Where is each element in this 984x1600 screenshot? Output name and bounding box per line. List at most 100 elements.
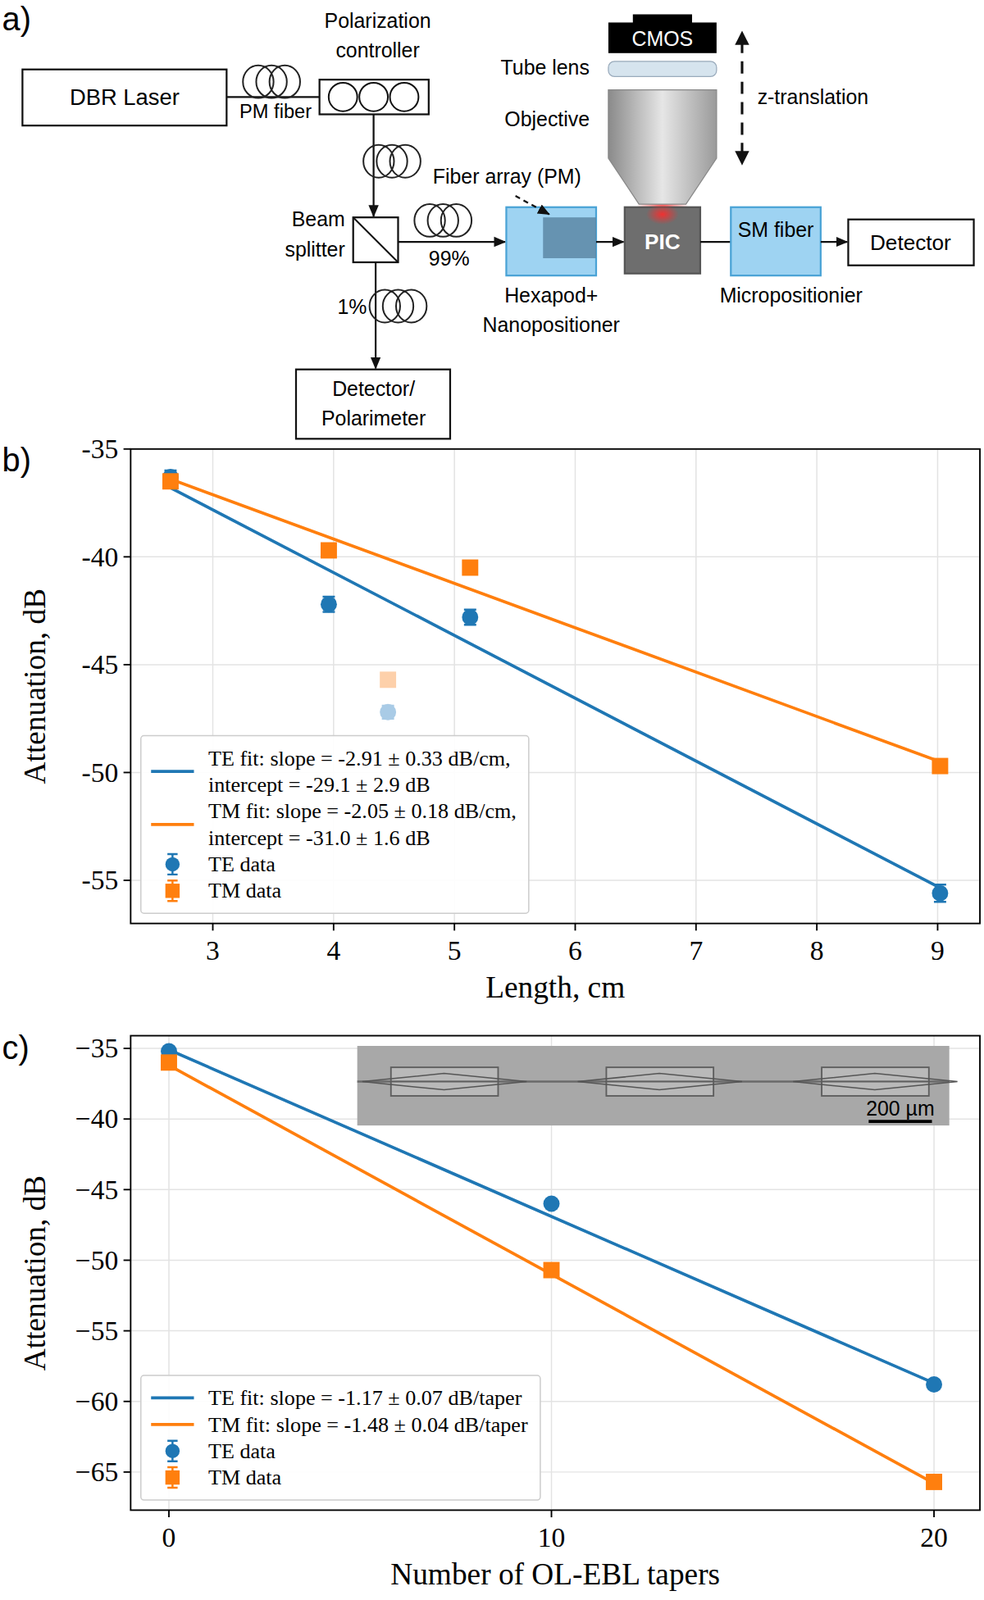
plot-data (160, 1043, 943, 1491)
label: Objective (504, 107, 590, 131)
legend-label: intercept = -31.0 ± 1.6 dB (208, 826, 431, 851)
tick-label: -50 (82, 757, 119, 789)
sm-fiber-stage (730, 207, 821, 276)
data-point (931, 758, 948, 775)
label: 1% (337, 295, 367, 319)
tube-lens (608, 61, 717, 78)
tick-label: −40 (75, 1103, 119, 1135)
tick (815, 924, 818, 932)
legend-label: TM fit: slope = -1.48 ± 0.04 dB/taper (208, 1413, 529, 1438)
detector-box (847, 219, 974, 266)
label: Detector/ (332, 377, 415, 401)
axis-title: Length, cm (485, 970, 625, 1005)
label: PIC (644, 229, 681, 255)
tick (332, 924, 335, 932)
paddle (359, 82, 388, 112)
legend: TE fit: slope = -1.17 ± 0.07 dB/taperTM … (141, 1375, 541, 1501)
data-point (379, 704, 397, 721)
fiber-coil (255, 65, 287, 99)
tick-label: -40 (82, 542, 119, 573)
beam-splitter (353, 217, 399, 263)
fiber-coil (376, 145, 407, 178)
connector (700, 241, 731, 243)
tick (123, 1189, 132, 1191)
label: Detector (870, 230, 952, 256)
grid-line (130, 556, 980, 558)
legend-symbol (150, 1397, 194, 1401)
legend-symbol (165, 857, 180, 872)
grid-line (130, 1189, 980, 1191)
fiber-array (542, 217, 597, 259)
legend-box (141, 736, 529, 915)
inset-taper (821, 1082, 930, 1097)
tick-label: −65 (75, 1457, 119, 1488)
grid-line (815, 449, 817, 925)
paddle (328, 82, 358, 112)
tick-label: −50 (75, 1245, 119, 1276)
tick-label: 5 (447, 935, 462, 966)
data-point (925, 1474, 943, 1491)
fiber-coil (441, 204, 472, 237)
legend-label: TM fit: slope = -2.05 ± 0.18 dB/cm, (208, 799, 517, 824)
label: 99% (428, 246, 470, 270)
legend-symbol (165, 1444, 180, 1458)
grid-line (695, 449, 697, 925)
connector (374, 262, 377, 369)
label: Polarimeter (321, 406, 426, 430)
laser-box (22, 69, 227, 126)
chart-0: 3456789-55-50-45-40-35Length, cmAttenuat… (18, 433, 980, 1006)
tick-label: -55 (82, 865, 119, 896)
fiber-coil (428, 204, 459, 237)
label: Hexapod+ (504, 283, 598, 307)
connector (372, 113, 374, 216)
legend-symbol (165, 883, 180, 898)
plot-data (162, 469, 948, 902)
legend-label: TM data (208, 879, 283, 904)
data-point (925, 1376, 943, 1394)
legend-box (141, 1375, 541, 1501)
tick-label: −55 (75, 1316, 119, 1347)
legend-symbol (150, 823, 194, 827)
plot-frame (130, 1036, 980, 1512)
data-point (379, 671, 397, 688)
tick (123, 1047, 132, 1050)
fiber-coil (390, 145, 421, 178)
tick (123, 1330, 132, 1333)
data-point (543, 1196, 561, 1213)
tick-label: 4 (326, 935, 341, 966)
inset-taper-shape (578, 1074, 743, 1091)
camera (608, 22, 717, 53)
tick (123, 1471, 132, 1474)
legend-label: TE data (208, 852, 276, 877)
label: DBR Laser (69, 84, 180, 110)
tick-label: −60 (75, 1386, 119, 1417)
tick (123, 772, 132, 775)
grid-line (130, 664, 980, 666)
data-point (162, 473, 179, 490)
z-arrow (734, 30, 749, 45)
tick (123, 1260, 132, 1262)
fiber-coil (269, 65, 301, 99)
scale-bar-label: 200 µm (865, 1097, 934, 1121)
label: Micropositionier (719, 283, 863, 307)
tick (933, 1510, 935, 1518)
tick (574, 924, 577, 932)
tick-label: 3 (205, 935, 220, 966)
inset-taper (605, 1067, 714, 1082)
legend-symbol (150, 769, 194, 774)
data-point (160, 1054, 178, 1071)
tick-label: 10 (537, 1522, 566, 1554)
tick-label: 8 (810, 935, 825, 966)
figure: a)b)c)DBR LaserPM fiberPolarizationcontr… (0, 0, 984, 1600)
legend-label: TE fit: slope = -2.91 ± 0.33 dB/cm, (208, 747, 511, 771)
z-axis (740, 41, 743, 155)
label: z-translation (757, 85, 870, 109)
fit-line (170, 487, 940, 889)
fit-line (170, 479, 940, 763)
connector (820, 241, 848, 243)
inset-background (357, 1046, 950, 1126)
fiber-coil (396, 290, 427, 324)
inset-taper-shape (362, 1074, 527, 1091)
legend-symbol (165, 1471, 180, 1486)
grid-line (937, 449, 939, 925)
